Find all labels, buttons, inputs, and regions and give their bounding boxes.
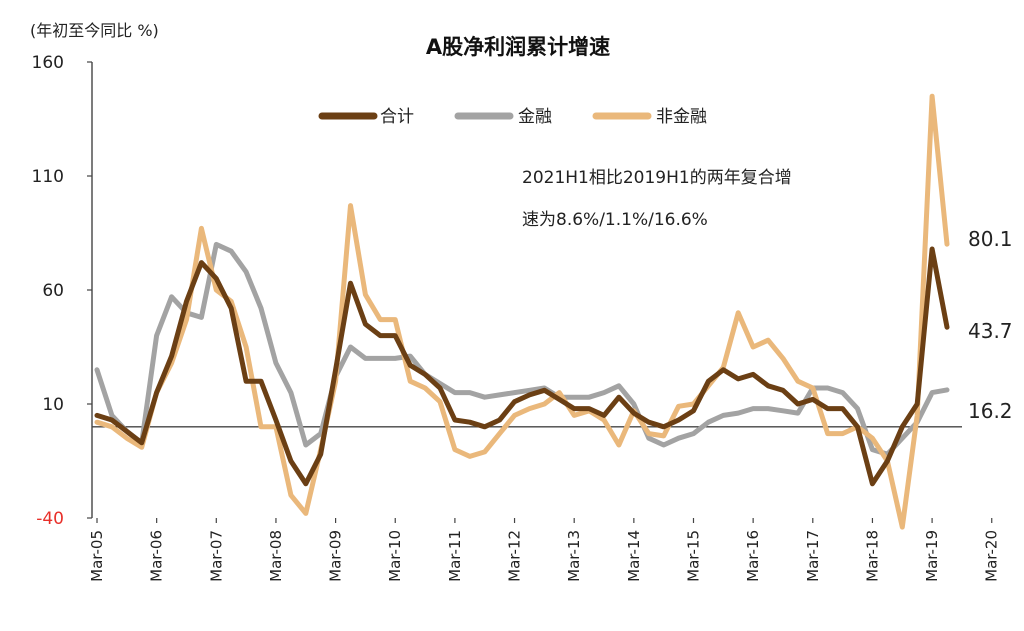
x-tick-label: Mar-17 <box>804 530 822 582</box>
end-labels: 43.7 16.2 80.1 <box>968 227 1013 423</box>
x-tick-label: Mar-07 <box>207 530 225 582</box>
y-tick-label: 60 <box>42 281 64 301</box>
y-axis-label: (年初至今同比 %) <box>30 21 159 40</box>
x-tick-label: Mar-06 <box>148 530 166 582</box>
chart-title: A股净利润累计增速 <box>426 35 610 59</box>
x-tick-label: Mar-09 <box>327 530 345 582</box>
x-tick-label: Mar-19 <box>923 530 941 582</box>
x-tick-label: Mar-18 <box>863 530 881 582</box>
series-end-label: 80.1 <box>968 227 1013 251</box>
annotation-line-2: 速为8.6%/1.1%/16.6% <box>522 210 708 230</box>
legend-label: 金融 <box>518 107 552 127</box>
legend-label: 合计 <box>380 107 414 127</box>
series-end-label: 43.7 <box>968 319 1013 343</box>
x-tick-label: Mar-05 <box>88 530 106 582</box>
series-layer <box>94 93 950 530</box>
x-tick-label: Mar-12 <box>506 530 524 582</box>
y-tick-label: 110 <box>32 167 64 187</box>
x-tick-label: Mar-11 <box>446 530 464 582</box>
series-line <box>94 93 950 530</box>
x-tick-label: Mar-16 <box>744 530 762 582</box>
series-line <box>94 246 950 487</box>
series-line <box>94 241 950 457</box>
x-tick-label: Mar-08 <box>267 530 285 582</box>
legend: 合计 金融 非金融 <box>318 107 707 127</box>
y-tick-label: -40 <box>36 509 64 529</box>
annotation-line-1: 2021H1相比2019H1的两年复合增 <box>522 168 792 188</box>
x-tick-label: Mar-14 <box>625 530 643 582</box>
y-tick-label: 10 <box>42 395 64 415</box>
y-axis: -40 10 60 110 160 <box>32 53 93 529</box>
legend-label: 非金融 <box>656 107 707 127</box>
x-tick-label: Mar-13 <box>565 530 583 582</box>
x-tick-label: Mar-10 <box>386 530 404 582</box>
x-tick-label: Mar-15 <box>684 530 702 582</box>
x-axis: Mar-05 Mar-06 Mar-07 Mar-08 Mar-09 Mar-10 Mar-… <box>88 426 1001 582</box>
series-end-label: 16.2 <box>968 399 1013 423</box>
x-tick-label: Mar-20 <box>983 530 1001 582</box>
y-tick-label: 160 <box>32 53 64 73</box>
